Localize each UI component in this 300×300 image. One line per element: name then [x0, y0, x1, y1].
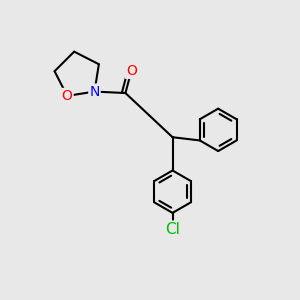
- Text: O: O: [126, 64, 137, 78]
- Text: N: N: [89, 85, 100, 99]
- Text: Cl: Cl: [165, 222, 180, 237]
- Text: O: O: [62, 89, 73, 103]
